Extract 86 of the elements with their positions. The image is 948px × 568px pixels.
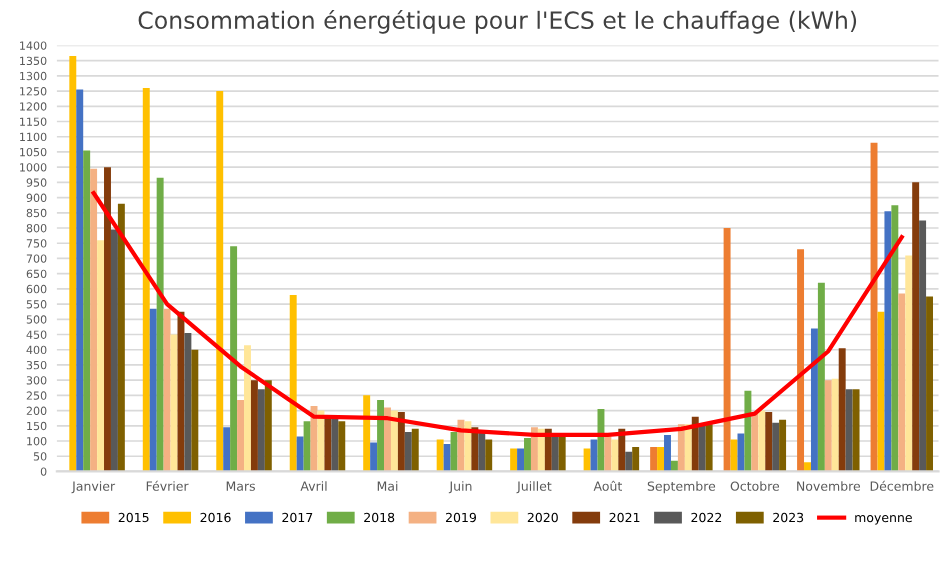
bar [583,448,591,472]
bar [810,328,818,472]
bar [184,332,192,472]
bar [705,424,713,472]
bar [443,444,451,472]
bar [177,311,185,472]
bar [216,91,224,472]
bar [237,399,245,472]
bar [250,380,258,472]
bar [698,424,706,472]
bar [664,434,671,472]
bar [464,421,472,472]
bar [370,442,378,472]
bar [824,380,832,472]
bar [163,308,171,472]
bar [797,249,805,472]
bar [817,282,825,472]
bar [149,308,157,472]
bar [331,415,339,472]
bar [779,419,787,472]
bar [76,89,84,472]
bar [772,422,780,472]
bar [317,410,325,472]
bar [737,433,745,472]
bar [264,380,272,472]
bar [257,389,265,472]
bar [436,439,444,472]
bar [110,229,118,472]
bar [744,390,752,472]
bar [912,182,920,472]
bar [69,56,77,472]
line-series [91,190,904,438]
bar [83,150,91,472]
bar [97,240,105,472]
bar [156,177,164,472]
bar [898,293,906,472]
bar [751,412,759,472]
bar [142,88,150,472]
bar [324,415,332,472]
bar [884,211,892,472]
bar [632,447,640,472]
bar [90,168,98,472]
bar [657,447,665,472]
bar [303,421,311,472]
bar [223,427,231,472]
bar [104,167,111,472]
bar [524,437,531,472]
bar [597,409,605,472]
bar [684,424,692,472]
bar [758,410,766,472]
bar [558,434,566,472]
bar [611,439,619,472]
bar [905,255,913,472]
bar [517,448,525,472]
bar [650,447,658,472]
bar [723,228,731,472]
bar [363,395,371,472]
bar [397,412,405,472]
bar [244,345,251,472]
bar [604,436,612,472]
bar [510,448,518,472]
bar [877,311,885,472]
bar [384,407,391,472]
bar [765,412,773,472]
bar [485,439,493,472]
bar [390,410,398,472]
bar [338,421,346,472]
bar [926,296,934,472]
bar [891,205,899,472]
bar [377,399,385,472]
bar [296,436,304,472]
bar [845,389,853,472]
bar [117,203,125,472]
chart-title: Consommation énergétique pour l'ECS et le chauffage (kWh) [138,9,857,34]
bar [404,431,412,472]
bar [551,436,559,472]
bar [191,349,199,472]
bar [852,389,860,472]
bar [691,416,699,472]
bar [838,348,846,472]
bar [230,246,238,472]
bar [919,220,927,472]
bar [625,451,633,472]
bar [831,378,839,472]
bar [411,428,419,472]
bar [289,294,297,472]
